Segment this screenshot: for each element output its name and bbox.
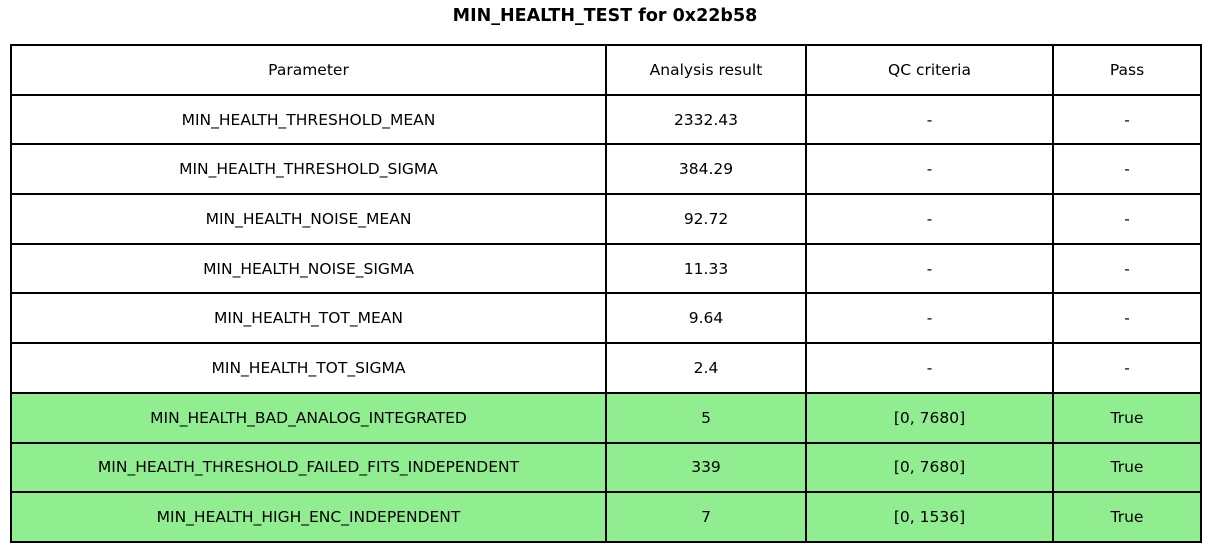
cell-analysis-result: 2332.43 <box>605 93 807 146</box>
page-title: MIN_HEALTH_TEST for 0x22b58 <box>452 6 758 26</box>
column-header-pass: Pass <box>1052 44 1202 96</box>
cell-qc-criteria: - <box>805 193 1054 245</box>
cell-qc-criteria: - <box>805 93 1054 146</box>
cell-analysis-result: 5 <box>605 391 807 444</box>
table-row: MIN_HEALTH_THRESHOLD_SIGMA 384.29 - - <box>10 143 1202 196</box>
cell-analysis-result: 2.4 <box>605 342 807 394</box>
column-header-parameter: Parameter <box>10 44 607 96</box>
cell-parameter: MIN_HEALTH_TOT_MEAN <box>10 292 607 345</box>
cell-analysis-result: 9.64 <box>605 292 807 345</box>
cell-pass: True <box>1052 391 1202 444</box>
cell-pass: - <box>1052 93 1202 146</box>
cell-qc-criteria: [0, 7680] <box>805 441 1054 494</box>
cell-pass: True <box>1052 491 1202 543</box>
cell-analysis-result: 92.72 <box>605 193 807 245</box>
table-row: MIN_HEALTH_THRESHOLD_FAILED_FITS_INDEPEN… <box>10 441 1202 494</box>
table-body: MIN_HEALTH_THRESHOLD_MEAN 2332.43 - - MI… <box>10 93 1202 543</box>
cell-qc-criteria: - <box>805 143 1054 196</box>
table-row: MIN_HEALTH_TOT_SIGMA 2.4 - - <box>10 342 1202 394</box>
column-header-qc-criteria: QC criteria <box>805 44 1054 96</box>
table-row: MIN_HEALTH_NOISE_MEAN 92.72 - - <box>10 193 1202 245</box>
cell-pass: - <box>1052 193 1202 245</box>
cell-parameter: MIN_HEALTH_THRESHOLD_SIGMA <box>10 143 607 196</box>
cell-pass: - <box>1052 143 1202 196</box>
cell-pass: - <box>1052 292 1202 345</box>
table-row: MIN_HEALTH_HIGH_ENC_INDEPENDENT 7 [0, 15… <box>10 491 1202 543</box>
cell-qc-criteria: - <box>805 342 1054 394</box>
cell-parameter: MIN_HEALTH_NOISE_SIGMA <box>10 242 607 295</box>
qc-results-table: Parameter Analysis result QC criteria Pa… <box>10 44 1202 543</box>
cell-qc-criteria: [0, 7680] <box>805 391 1054 444</box>
table-row: MIN_HEALTH_THRESHOLD_MEAN 2332.43 - - <box>10 93 1202 146</box>
cell-analysis-result: 11.33 <box>605 242 807 295</box>
cell-pass: - <box>1052 242 1202 295</box>
cell-analysis-result: 339 <box>605 441 807 494</box>
cell-analysis-result: 384.29 <box>605 143 807 196</box>
table-row: MIN_HEALTH_TOT_MEAN 9.64 - - <box>10 292 1202 345</box>
cell-parameter: MIN_HEALTH_THRESHOLD_FAILED_FITS_INDEPEN… <box>10 441 607 494</box>
cell-parameter: MIN_HEALTH_TOT_SIGMA <box>10 342 607 394</box>
cell-parameter: MIN_HEALTH_BAD_ANALOG_INTEGRATED <box>10 391 607 444</box>
cell-parameter: MIN_HEALTH_HIGH_ENC_INDEPENDENT <box>10 491 607 543</box>
table-row: MIN_HEALTH_NOISE_SIGMA 11.33 - - <box>10 242 1202 295</box>
cell-qc-criteria: [0, 1536] <box>805 491 1054 543</box>
cell-qc-criteria: - <box>805 292 1054 345</box>
cell-analysis-result: 7 <box>605 491 807 543</box>
table-row: MIN_HEALTH_BAD_ANALOG_INTEGRATED 5 [0, 7… <box>10 391 1202 444</box>
cell-pass: - <box>1052 342 1202 394</box>
cell-parameter: MIN_HEALTH_NOISE_MEAN <box>10 193 607 245</box>
cell-qc-criteria: - <box>805 242 1054 295</box>
column-header-analysis-result: Analysis result <box>605 44 807 96</box>
header-row: Parameter Analysis result QC criteria Pa… <box>10 44 1202 96</box>
cell-pass: True <box>1052 441 1202 494</box>
cell-parameter: MIN_HEALTH_THRESHOLD_MEAN <box>10 93 607 146</box>
